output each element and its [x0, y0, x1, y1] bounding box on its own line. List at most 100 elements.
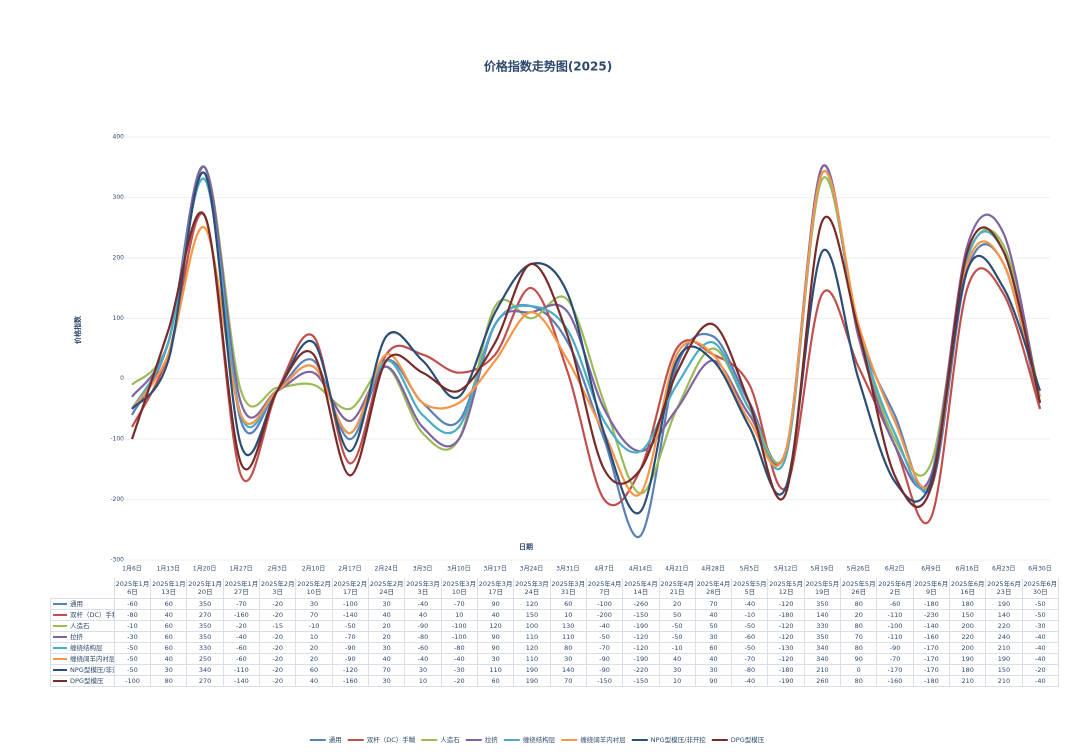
legend: 通用 双杆（DC）手糊 人造石 拉挤 缠绕结构层 缠绕阔羊内衬层 NPG型模压/非开挖 DPG…: [309, 735, 765, 744]
table-cell: 10: [295, 631, 333, 643]
table-cell: 40: [476, 609, 515, 621]
table-cell: -40: [585, 620, 624, 632]
table-header-cell: 2025年1月13日: [150, 578, 188, 599]
table-cell: -20: [259, 675, 297, 687]
legend-label: 双杆（DC）手糊: [367, 735, 416, 744]
table-header-cell: 2025年1月27日: [222, 578, 261, 599]
table-cell: 90: [476, 631, 515, 643]
x-tick-label: 4月21日: [665, 566, 688, 573]
table-cell: 30: [368, 642, 406, 654]
table-cell: -90: [585, 664, 624, 676]
table-cell: -220: [622, 664, 660, 676]
y-tick-label: 100: [113, 315, 125, 322]
table-cell: -20: [440, 675, 478, 687]
table-cell: 80: [840, 642, 878, 654]
table-cell: -20: [259, 653, 297, 665]
table-cell: 10: [404, 675, 442, 687]
table-cell: -70: [731, 653, 769, 665]
table-cell: -10: [113, 620, 152, 632]
table-header-cell: 2025年3月10日: [440, 578, 478, 599]
table-header-cell: 2025年1月6日: [113, 578, 152, 599]
table-cell: -60: [113, 598, 152, 610]
table-cell: 110: [476, 664, 515, 676]
legend-swatch: [53, 680, 67, 682]
table-cell: 200: [949, 620, 987, 632]
table-cell: -50: [1021, 609, 1059, 621]
table-cell: 120: [476, 620, 515, 632]
legend-swatch: [53, 669, 67, 671]
legend-swatch: [53, 603, 67, 605]
table-cell: 330: [803, 620, 842, 632]
x-tick-label: 5月12日: [774, 566, 797, 573]
table-cell: 120: [513, 598, 551, 610]
table-cell: -170: [912, 664, 951, 676]
table-cell: 190: [985, 653, 1023, 665]
table-cell: 220: [949, 631, 987, 643]
table-cell: 270: [186, 675, 224, 687]
table-cell: 150: [949, 609, 987, 621]
table-cell: 110: [549, 631, 587, 643]
table-cell: -260: [622, 598, 660, 610]
table-cell: -100: [876, 620, 914, 632]
table-cell: 190: [985, 598, 1023, 610]
table-cell: 30: [549, 653, 587, 665]
table-cell: -60: [222, 642, 261, 654]
table-cell: -40: [1021, 653, 1059, 665]
table-cell: -60: [876, 598, 914, 610]
table-cell: 210: [803, 664, 842, 676]
table-cell: 330: [186, 642, 224, 654]
table-cell: 210: [985, 675, 1023, 687]
table-row-label: 缠绕阔羊内衬层: [50, 653, 115, 665]
table-header-cell: 2025年3月17日: [476, 578, 515, 599]
x-tick-label: 1月13日: [157, 566, 180, 573]
y-tick-label: -100: [110, 436, 124, 443]
chart-title: 价格指数走势图(2025): [484, 59, 612, 74]
table-cell: 110: [513, 631, 551, 643]
table-cell: -40: [404, 598, 442, 610]
table-cell: 30: [150, 664, 188, 676]
table-cell: 30: [368, 675, 406, 687]
x-tick-label: 3月31日: [556, 566, 579, 573]
table-cell: -160: [876, 675, 914, 687]
table-cell: -60: [222, 653, 261, 665]
table-cell: 10: [440, 609, 478, 621]
table-header-cell: 2025年6月16日: [949, 578, 987, 599]
legend-label: NPG型模压/非开挖: [651, 735, 707, 744]
x-tick-label: 3月10日: [447, 566, 470, 573]
table-row-label: NPG型模压/非开挖: [50, 664, 115, 676]
table-cell: -50: [585, 631, 624, 643]
table-cell: 20: [368, 631, 406, 643]
table-cell: 60: [150, 598, 188, 610]
x-tick-label: 3月3日: [413, 566, 433, 573]
table-cell: 60: [150, 620, 188, 632]
x-tick-label: 1月6日: [122, 566, 142, 573]
table-cell: 20: [295, 642, 333, 654]
table-cell: -170: [912, 642, 951, 654]
table-cell: -110: [876, 631, 914, 643]
table-cell: 270: [186, 609, 224, 621]
table-cell: 340: [186, 664, 224, 676]
x-tick-label: 5月26日: [847, 566, 870, 573]
legend-label: 拉挤: [485, 735, 499, 744]
table-cell: 30: [295, 598, 333, 610]
table-cell: 70: [840, 631, 878, 643]
table-cell: 40: [368, 609, 406, 621]
table-cell: 80: [840, 598, 878, 610]
x-tick-label: 1月20日: [193, 566, 216, 573]
table-cell: -20: [259, 631, 297, 643]
y-tick-label: 200: [113, 254, 125, 261]
table-cell: -160: [222, 609, 261, 621]
table-cell: -50: [113, 653, 152, 665]
table-cell: -70: [331, 631, 370, 643]
table-cell: -120: [622, 642, 660, 654]
table-cell: -120: [767, 631, 805, 643]
table-cell: -40: [731, 598, 769, 610]
table-cell: 350: [186, 631, 224, 643]
table-cell: 20: [658, 598, 696, 610]
table-row: 缠绕阔羊内衬层 -50 40 250 -60 -20 20 -90 40 -40 -40 30 110 3…: [50, 653, 1059, 665]
table-cell: 60: [295, 664, 333, 676]
table-cell: -30: [113, 631, 152, 643]
table-cell: -170: [876, 664, 914, 676]
table-cell: -30: [1021, 620, 1059, 632]
legend-swatch: [53, 625, 67, 627]
